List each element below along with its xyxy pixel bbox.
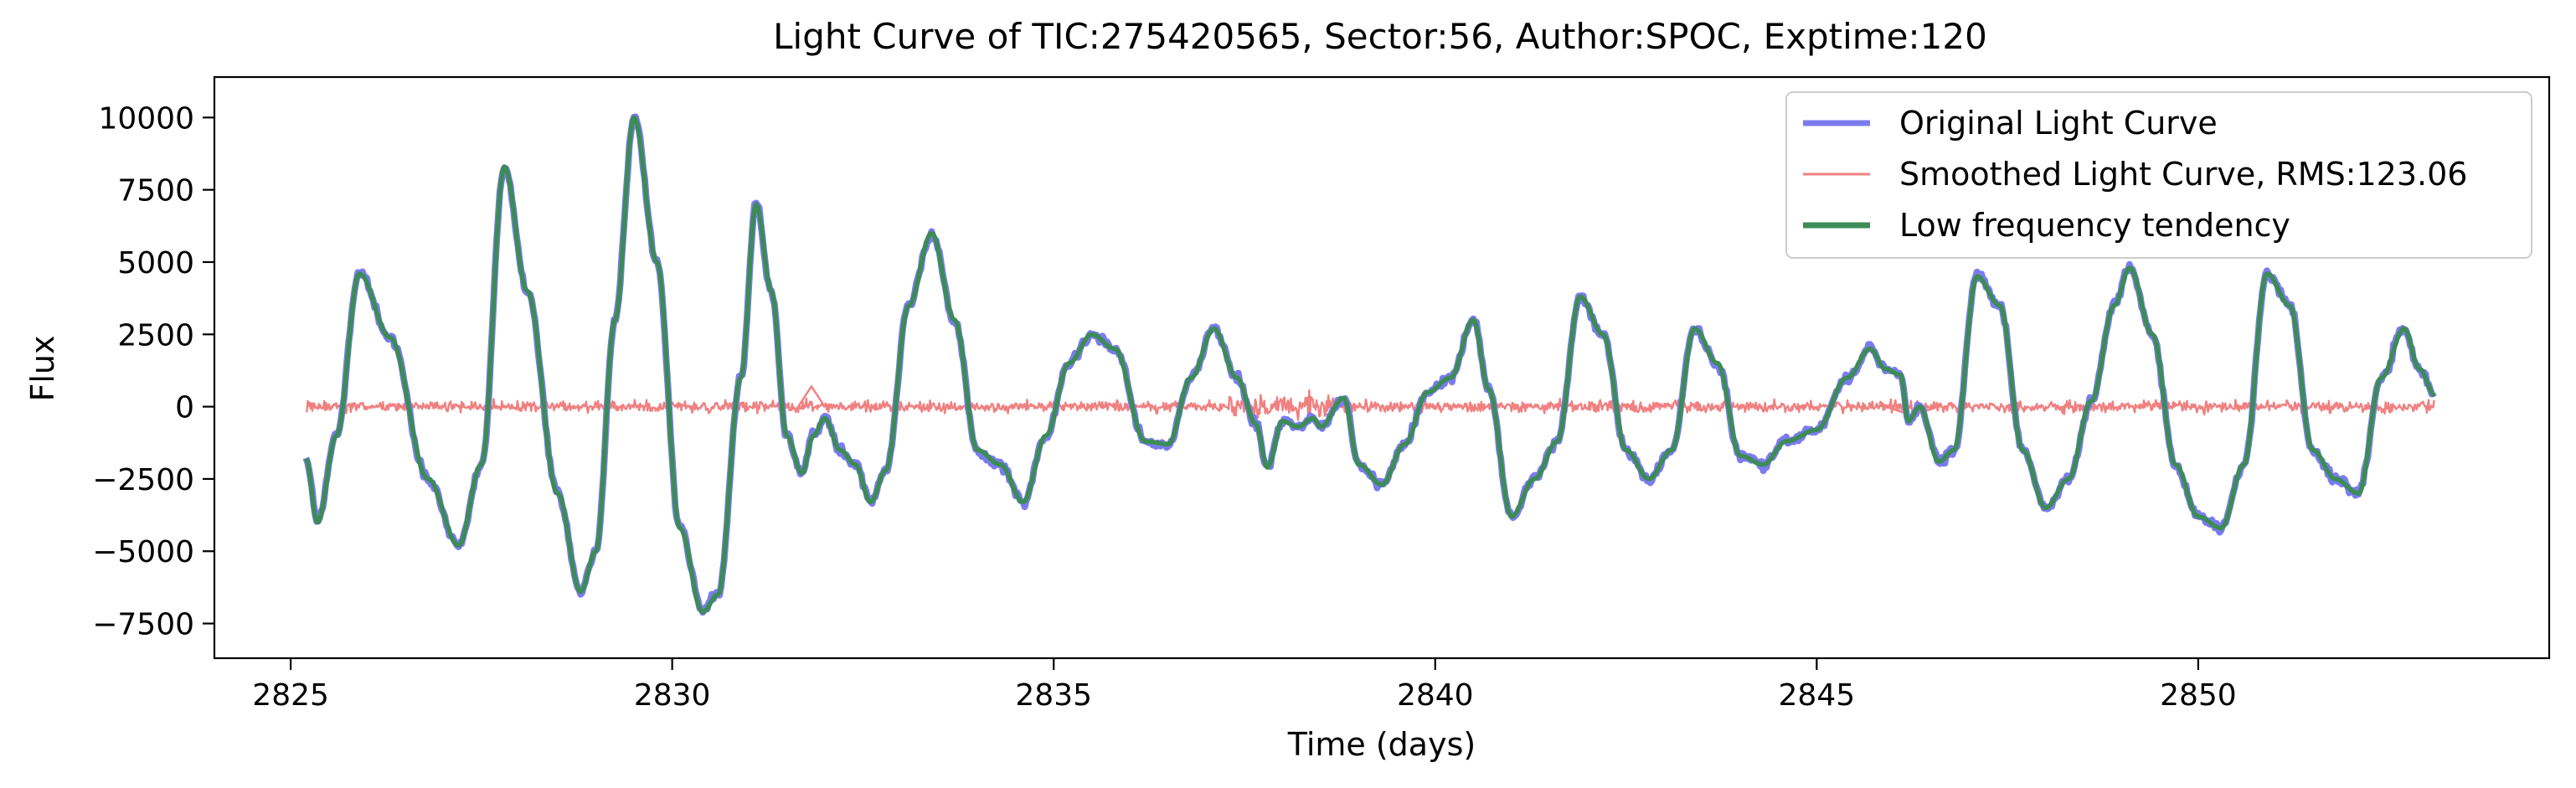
x-tick-label: 2840 bbox=[1397, 678, 1474, 713]
y-tick-label: −5000 bbox=[92, 535, 194, 569]
smoothed-segment-0 bbox=[305, 398, 798, 415]
chart-title: Light Curve of TIC:275420565, Sector:56,… bbox=[773, 16, 1987, 57]
legend-label-trend: Low frequency tendency bbox=[1899, 207, 2290, 244]
x-axis: 2825 2830 2835 2840 2845 2850 bbox=[252, 658, 2237, 713]
smoothed-segment-1 bbox=[796, 397, 826, 414]
y-tick-label: 5000 bbox=[117, 246, 194, 281]
low-frequency-tendency bbox=[303, 115, 2436, 615]
smoothed-segment-4 bbox=[1937, 399, 2435, 416]
y-axis-label: Flux bbox=[24, 336, 61, 402]
legend-box bbox=[1785, 91, 2532, 259]
x-tick-label: 2825 bbox=[252, 678, 329, 713]
smoothed-segment-3 bbox=[1884, 398, 1940, 414]
smoothed-light-curve bbox=[305, 384, 2435, 421]
y-tick-label: 10000 bbox=[98, 101, 194, 136]
legend: Original Light Curve Smoothed Light Curv… bbox=[1785, 91, 2532, 259]
x-tick-label: 2845 bbox=[1779, 678, 1856, 713]
x-tick-label: 2835 bbox=[1015, 678, 1092, 713]
plot-area bbox=[213, 75, 2551, 660]
y-axis: −7500 −5000 −2500 0 2500 5000 7500 10000 bbox=[92, 101, 214, 642]
legend-label-original: Original Light Curve bbox=[1899, 105, 2218, 142]
x-tick-label: 2850 bbox=[2160, 678, 2237, 713]
y-tick-label: 2500 bbox=[117, 318, 194, 353]
x-tick-label: 2830 bbox=[634, 678, 711, 713]
y-tick-label: −7500 bbox=[92, 608, 194, 642]
x-axis-label: Time (days) bbox=[1287, 726, 1476, 763]
trend-curve-line bbox=[303, 115, 2436, 615]
y-tick-label: 0 bbox=[175, 391, 194, 425]
y-tick-label: 7500 bbox=[117, 174, 194, 209]
axes-frame bbox=[213, 75, 2551, 660]
smoothed-gap-link-0 bbox=[796, 384, 826, 408]
y-tick-label: −2500 bbox=[92, 463, 194, 497]
legend-label-smoothed: Smoothed Light Curve, RMS:123.06 bbox=[1899, 156, 2467, 193]
smoothed-segment-2 bbox=[823, 389, 1887, 421]
